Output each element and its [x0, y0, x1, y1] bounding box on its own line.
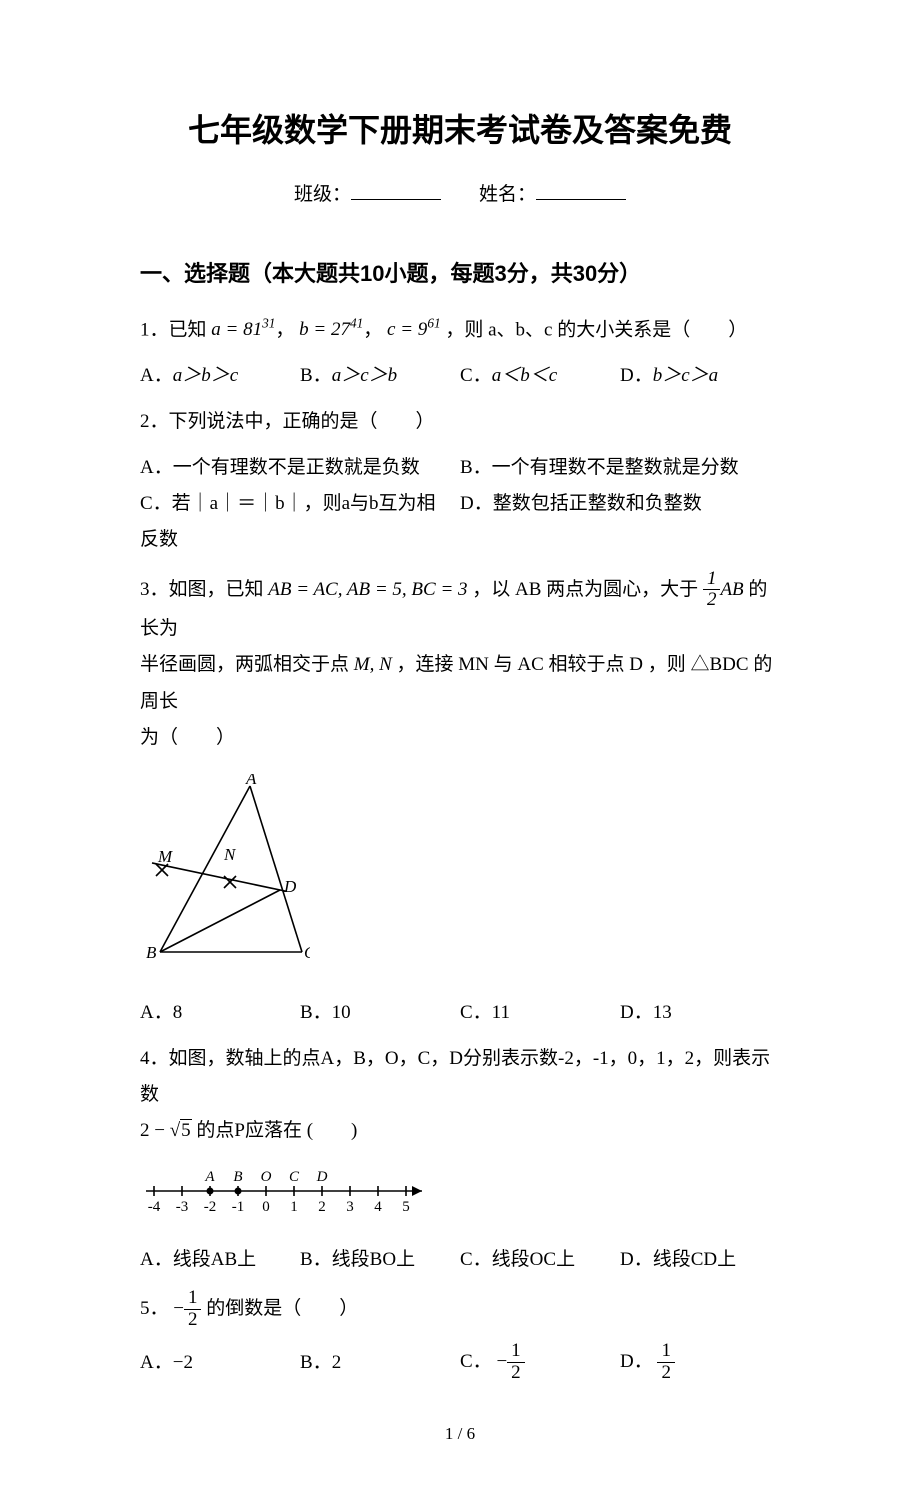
q1-stem-pre: 1．已知: [140, 319, 207, 340]
q1-optD: D．b＞c＞a: [620, 358, 780, 394]
q5-optD: D． 1 2: [620, 1341, 780, 1384]
question-4: 4．如图，数轴上的点A，B，O，C，D分别表示数-2，-1，0，1，2，则表示数…: [140, 1041, 780, 1149]
q2-optB: B．一个有理数不是整数就是分数: [460, 450, 780, 486]
q1-options: A．a＞b＞c B．a＞c＞b C．a＜b＜c D．b＞c＞a: [140, 358, 780, 394]
svg-text:1: 1: [290, 1199, 298, 1215]
svg-text:3: 3: [346, 1199, 354, 1215]
q1-c: c = 961: [387, 319, 441, 340]
name-label: 姓名：: [479, 184, 536, 205]
q5-options: A．−2 B．2 C． − 1 2 D． 1 2: [140, 1341, 780, 1384]
page-title: 七年级数学下册期末考试卷及答案免费: [140, 100, 780, 161]
svg-text:-1: -1: [232, 1199, 245, 1215]
svg-text:-3: -3: [176, 1199, 189, 1215]
q1-optB: B．a＞c＞b: [300, 358, 460, 394]
q5-optA: A．−2: [140, 1345, 300, 1381]
q3-figure: A B C M N D: [140, 774, 780, 977]
svg-text:D: D: [316, 1169, 328, 1185]
q5-optB: B．2: [300, 1345, 460, 1381]
svg-text:B: B: [233, 1169, 242, 1185]
svg-text:-2: -2: [204, 1199, 217, 1215]
question-5: 5． − 1 2 的倒数是（ ）: [140, 1288, 780, 1331]
number-line-svg: -4 -3 -2 -1 0 1 2 3 4 5 A B O CD: [140, 1159, 460, 1219]
triangle-svg: A B C M N D: [140, 774, 310, 964]
exam-page: 七年级数学下册期末考试卷及答案免费 班级： 姓名： 一、选择题（本大题共10小题…: [0, 0, 920, 1490]
q4-optA: A．线段AB上: [140, 1242, 300, 1278]
student-info-line: 班级： 姓名：: [140, 177, 780, 213]
q2-optD: D．整数包括正整数和负整数: [460, 486, 780, 558]
q4-optC: C．线段OC上: [460, 1242, 620, 1278]
q3-optD: D．13: [620, 995, 780, 1031]
q1-optA: A．a＞b＞c: [140, 358, 300, 394]
svg-text:A: A: [204, 1169, 215, 1185]
svg-text:C: C: [289, 1169, 300, 1185]
q3-optC: C．11: [460, 995, 620, 1031]
q4-optD: D．线段CD上: [620, 1242, 780, 1278]
q3-optB: B．10: [300, 995, 460, 1031]
q4-optB: B．线段BO上: [300, 1242, 460, 1278]
q1-optC: C．a＜b＜c: [460, 358, 620, 394]
question-1: 1．已知 a = 8131， b = 2741， c = 961 ，则 a、b、…: [140, 311, 780, 348]
svg-text:N: N: [223, 845, 237, 864]
svg-text:2: 2: [318, 1199, 326, 1215]
svg-text:5: 5: [402, 1199, 410, 1215]
svg-text:M: M: [157, 847, 173, 866]
q2-options: A．一个有理数不是正数就是负数 B．一个有理数不是整数就是分数 C．若｜a｜＝｜…: [140, 450, 780, 558]
q5-optC: C． − 1 2: [460, 1341, 620, 1384]
q2-optA: A．一个有理数不是正数就是负数: [140, 450, 460, 486]
page-number: 1 / 6: [140, 1418, 780, 1450]
q4-options: A．线段AB上 B．线段BO上 C．线段OC上 D．线段CD上: [140, 1242, 780, 1278]
name-blank: [536, 180, 626, 200]
svg-text:4: 4: [374, 1199, 382, 1215]
svg-text:-4: -4: [148, 1199, 161, 1215]
q3-optA: A．8: [140, 995, 300, 1031]
svg-text:D: D: [283, 877, 297, 896]
question-2: 2．下列说法中，正确的是（ ）: [140, 404, 780, 440]
svg-text:C: C: [304, 943, 310, 962]
svg-text:B: B: [146, 943, 157, 962]
q4-number-line: -4 -3 -2 -1 0 1 2 3 4 5 A B O CD: [140, 1159, 780, 1232]
svg-text:A: A: [245, 774, 257, 788]
class-label: 班级：: [294, 184, 351, 205]
section-1-heading: 一、选择题（本大题共10小题，每题3分，共30分）: [140, 253, 780, 295]
svg-text:0: 0: [262, 1199, 270, 1215]
q1-a: a = 8131: [211, 319, 275, 340]
q2-optC: C．若｜a｜＝｜b｜，则a与b互为相反数: [140, 486, 460, 558]
q1-b: b = 2741: [299, 319, 363, 340]
q3-options: A．8 B．10 C．11 D．13: [140, 995, 780, 1031]
q1-stem-post: ，则 a、b、c 的大小关系是（ ）: [445, 319, 747, 340]
question-3: 3．如图，已知 AB = AC, AB = 5, BC = 3 ，以 AB 两点…: [140, 569, 780, 756]
class-blank: [351, 180, 441, 200]
svg-text:O: O: [261, 1169, 272, 1185]
